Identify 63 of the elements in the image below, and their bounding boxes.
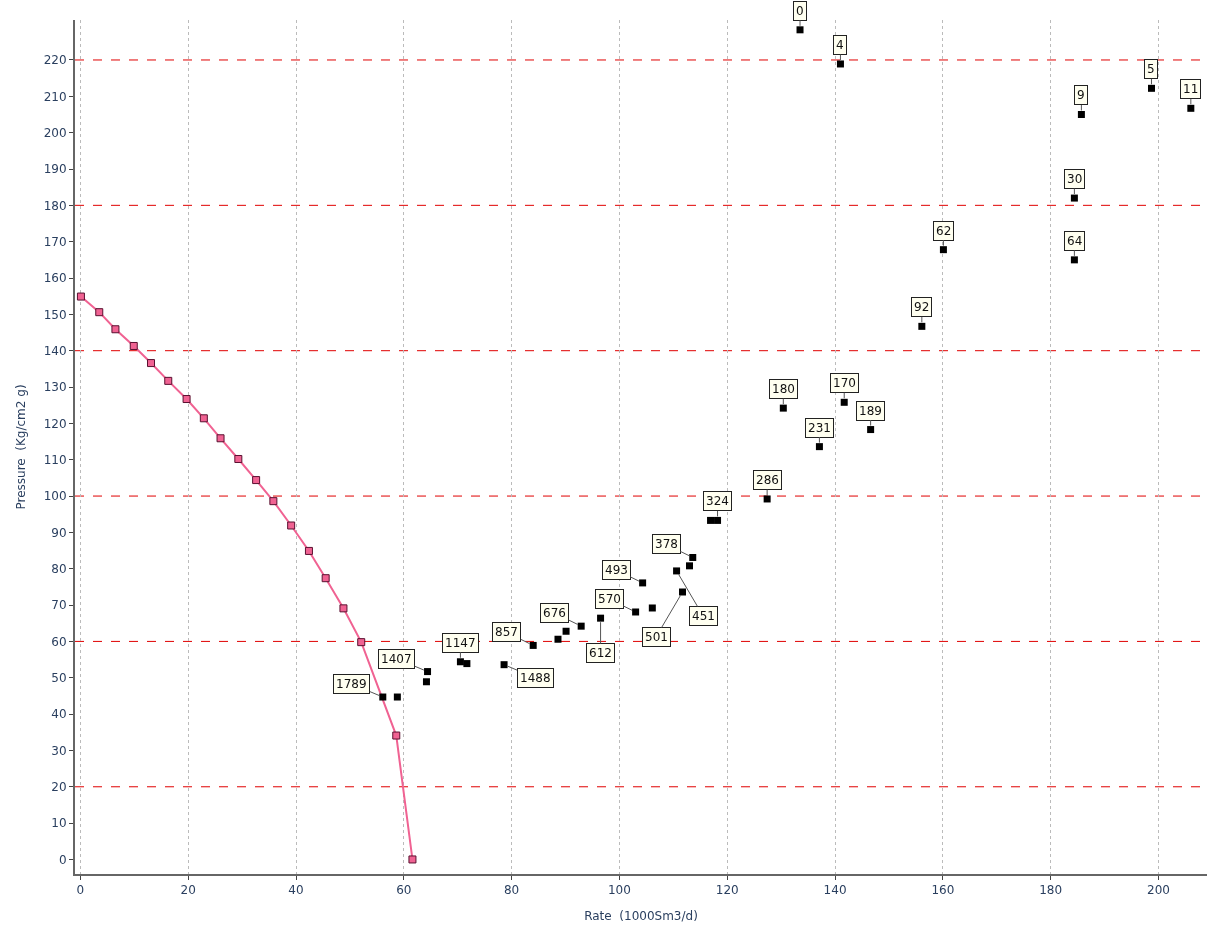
y-tick-label: 50 (51, 670, 67, 685)
annotation: 0 (796, 4, 804, 18)
annotation: 9 (1077, 88, 1085, 102)
y-tick-label: 140 (43, 343, 67, 358)
annotation: 1488 (520, 671, 551, 685)
y-tick-label: 130 (43, 380, 67, 395)
annotation: 231 (808, 421, 831, 435)
annotation: 857 (495, 625, 518, 639)
x-tick-label: 120 (715, 883, 739, 898)
annotation: 451 (692, 609, 715, 623)
x-tick-label: 100 (607, 883, 631, 898)
annotation: 286 (756, 473, 779, 487)
y-tick-label: 190 (43, 162, 67, 177)
annotation: 170 (833, 376, 856, 390)
x-tick-label: 200 (1147, 883, 1170, 898)
y-tick-label: 150 (43, 307, 67, 322)
y-tick-label: 100 (43, 489, 67, 504)
y-tick-label: 220 (43, 53, 67, 68)
annotation: 501 (645, 630, 668, 644)
annotation: 1407 (381, 652, 412, 666)
y-tick-label: 30 (51, 743, 67, 758)
annotation: 30 (1067, 172, 1083, 186)
annotation: 189 (859, 404, 882, 418)
y-tick-label: 70 (51, 598, 67, 613)
x-tick-label: 160 (931, 883, 955, 898)
y-tick-label: 10 (51, 816, 67, 831)
y-axis-title: Pressure (Kg/cm2 g) (14, 384, 29, 510)
annotation: 1789 (336, 677, 367, 691)
x-tick-label: 20 (180, 883, 196, 898)
annotation: 62 (936, 224, 952, 238)
annotation: 4 (836, 38, 844, 52)
x-tick-label: 0 (76, 883, 85, 898)
annotation: 64 (1067, 234, 1083, 248)
x-tick-label: 140 (823, 883, 847, 898)
annotation: 92 (914, 300, 930, 314)
y-tick-label: 20 (51, 779, 67, 794)
y-tick-label: 210 (43, 89, 67, 104)
y-tick-label: 0 (58, 852, 67, 867)
annotation: 493 (605, 563, 628, 577)
annotation: 11 (1183, 82, 1199, 96)
x-tick-label: 40 (288, 883, 304, 898)
x-tick-label: 60 (396, 883, 412, 898)
y-tick-label: 90 (51, 525, 67, 540)
annotation: 180 (772, 382, 795, 396)
y-tick-label: 110 (43, 452, 67, 467)
x-tick-label: 80 (503, 883, 520, 898)
annotation: 570 (598, 592, 621, 606)
y-tick-label: 60 (51, 634, 67, 649)
annotation: 378 (655, 537, 678, 551)
annotation: 5 (1147, 62, 1155, 76)
annotation: 1147 (445, 636, 476, 650)
y-tick-label: 170 (43, 234, 67, 249)
x-tick-label: 180 (1039, 883, 1063, 898)
annotation: 612 (589, 646, 612, 660)
y-tick-label: 80 (51, 561, 67, 576)
y-tick-label: 180 (43, 198, 67, 213)
x-axis-title: Rate (1000Sm3/d) (584, 908, 698, 923)
y-tick-label: 120 (43, 416, 67, 431)
annotation: 324 (706, 494, 729, 508)
y-tick-label: 160 (43, 271, 67, 286)
annotation: 676 (543, 606, 566, 620)
y-tick-label: 40 (51, 707, 67, 722)
y-tick-label: 200 (43, 125, 67, 140)
